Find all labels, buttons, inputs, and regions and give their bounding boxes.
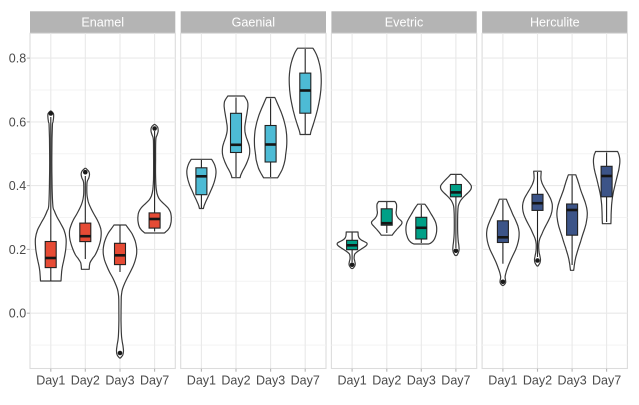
- svg-text:Day7: Day7: [592, 373, 621, 387]
- svg-text:Day1: Day1: [36, 373, 65, 387]
- svg-text:Day2: Day2: [372, 373, 401, 387]
- svg-text:Day2: Day2: [71, 373, 100, 387]
- svg-text:Day2: Day2: [523, 373, 552, 387]
- svg-text:Enamel: Enamel: [81, 16, 124, 30]
- svg-text:Day3: Day3: [256, 373, 285, 387]
- svg-text:Day3: Day3: [558, 373, 587, 387]
- svg-text:Day7: Day7: [291, 373, 320, 387]
- svg-text:Evetric: Evetric: [385, 16, 424, 30]
- svg-text:Day7: Day7: [140, 373, 169, 387]
- svg-text:Day2: Day2: [221, 373, 250, 387]
- svg-text:Day1: Day1: [488, 373, 517, 387]
- svg-text:Gaenial: Gaenial: [232, 16, 275, 30]
- svg-text:0.4: 0.4: [9, 179, 26, 193]
- svg-text:Day1: Day1: [338, 373, 367, 387]
- svg-text:Day3: Day3: [407, 373, 436, 387]
- svg-text:Day1: Day1: [187, 373, 216, 387]
- svg-text:Day3: Day3: [105, 373, 134, 387]
- svg-text:Herculite: Herculite: [530, 16, 580, 30]
- svg-text:0.6: 0.6: [9, 115, 26, 129]
- svg-text:0.2: 0.2: [9, 243, 26, 257]
- svg-text:0.0: 0.0: [9, 307, 26, 321]
- svg-text:0.8: 0.8: [9, 52, 26, 66]
- svg-text:Day7: Day7: [441, 373, 470, 387]
